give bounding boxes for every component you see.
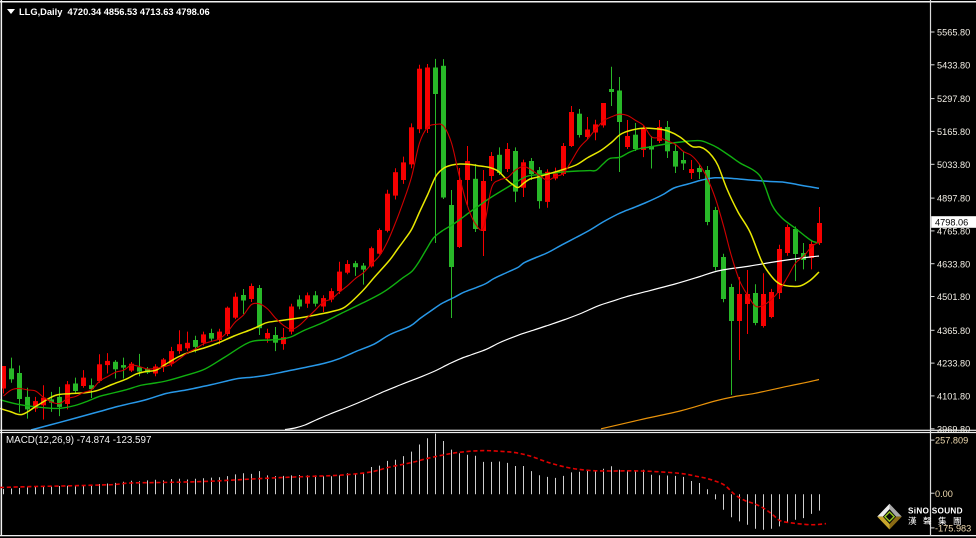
svg-text:4233.80: 4233.80 [937, 359, 970, 369]
svg-text:4765.80: 4765.80 [937, 227, 970, 237]
svg-text:5433.80: 5433.80 [937, 60, 970, 70]
svg-text:4501.80: 4501.80 [937, 292, 970, 302]
svg-text:4101.80: 4101.80 [937, 392, 970, 402]
svg-text:-175.983: -175.983 [935, 524, 971, 534]
svg-text:5297.80: 5297.80 [937, 94, 970, 104]
svg-text:257.809: 257.809 [935, 436, 968, 446]
svg-text:4633.80: 4633.80 [937, 259, 970, 269]
svg-text:4798.06: 4798.06 [935, 218, 968, 228]
svg-text:5165.80: 5165.80 [937, 127, 970, 137]
svg-text:5565.80: 5565.80 [937, 28, 970, 38]
svg-text:3969.80: 3969.80 [937, 424, 970, 434]
svg-text:5033.80: 5033.80 [937, 160, 970, 170]
svg-text:0.00: 0.00 [935, 489, 953, 499]
svg-text:SiNO SOUND: SiNO SOUND [908, 507, 963, 516]
svg-text:LLG,Daily 4720.34 4856.53 471: LLG,Daily 4720.34 4856.53 4713.63 4798.0… [19, 7, 210, 17]
svg-text:4897.80: 4897.80 [937, 194, 970, 204]
svg-text:4365.80: 4365.80 [937, 326, 970, 336]
svg-text:漢聲集團: 漢聲集團 [908, 515, 968, 526]
svg-text:MACD(12,26,9) -74.874 -123.597: MACD(12,26,9) -74.874 -123.597 [6, 435, 151, 446]
